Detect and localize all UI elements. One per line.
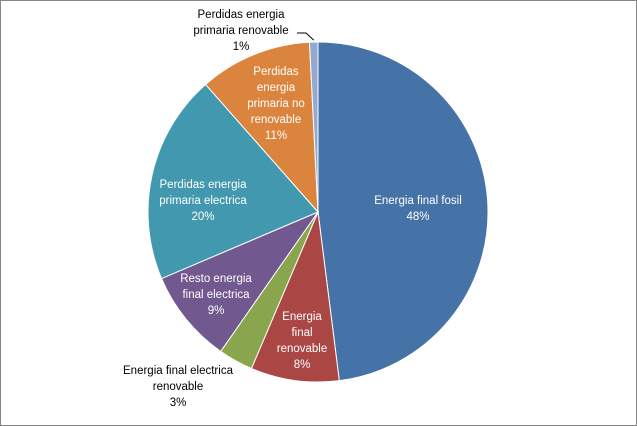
- slice-label-line: energia: [257, 82, 296, 94]
- slice-percent-label: 11%: [265, 130, 287, 142]
- slice-percent-label: 9%: [208, 305, 225, 317]
- pie-slice-6: [308, 41, 319, 213]
- slice-label-line: Resto energia: [180, 273, 252, 285]
- slice-percent-label: 20%: [191, 211, 214, 223]
- leader-line: [297, 32, 315, 41]
- slice-label-line: Perdidas: [253, 66, 299, 78]
- slice-label-line: renovable: [251, 114, 302, 126]
- pie-slice-3: [160, 210, 320, 353]
- slice-label-line: primaria renovable: [193, 25, 288, 37]
- slice-percent-label: 3%: [170, 397, 187, 409]
- slice-label-line: Energia: [282, 311, 322, 323]
- slice-label-line: renovable: [277, 343, 328, 355]
- pie-slice-4: [147, 83, 319, 280]
- pie-slice-0: [317, 41, 489, 382]
- slice-label-2: Energia final electrica renovable 3%: [123, 365, 234, 409]
- pie-slice-1: [250, 210, 340, 383]
- slice-label-1: Energia final renovable 8%: [277, 311, 328, 371]
- slice-label-line: primaria electrica: [159, 195, 247, 207]
- slice-label-line: Energia final fosil: [374, 195, 462, 207]
- slice-label-0: Energia final fosil 48%: [374, 195, 462, 223]
- slice-label-4: Perdidas energia primaria electrica 20%: [159, 179, 247, 223]
- slice-label-line: final: [291, 327, 312, 339]
- slice-label-3: Resto energia final electrica 9%: [180, 273, 252, 317]
- slice-percent-label: 1%: [233, 41, 250, 53]
- slice-label-6: Perdidas energia primaria renovable 1%: [193, 9, 288, 53]
- slice-label-line: Perdidas energia: [160, 179, 248, 191]
- slice-label-line: Energia final electrica: [123, 365, 234, 377]
- slice-percent-label: 8%: [294, 359, 311, 371]
- slice-label-line: renovable: [153, 381, 204, 393]
- pie-slice-5: [204, 41, 319, 214]
- slice-percent-label: 48%: [406, 211, 429, 223]
- slice-label-line: Perdidas energia: [198, 9, 286, 21]
- slice-label-line: final electrica: [182, 289, 250, 301]
- slice-label-5: Perdidas energia primaria no renovable 11%: [247, 66, 305, 142]
- slice-label-line: primaria no: [247, 98, 305, 110]
